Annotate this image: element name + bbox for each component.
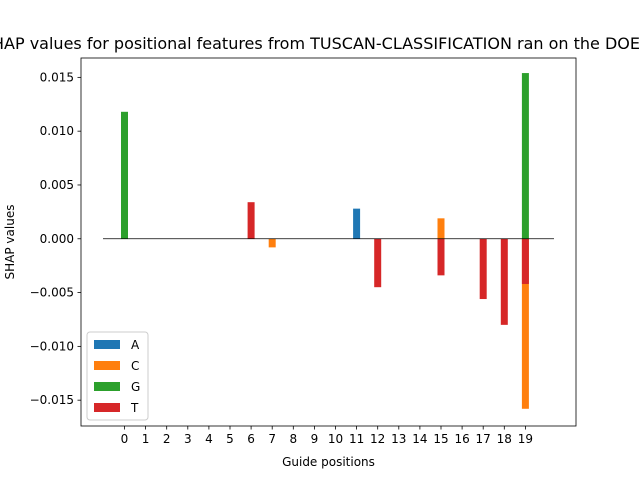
legend-label-G: G	[131, 380, 140, 394]
y-axis-ticks: −0.015 −0.010 −0.005 0.000 0.005 0.010 0.015	[30, 70, 81, 407]
x-tick-label: 3	[184, 432, 192, 446]
x-tick-label: 6	[247, 432, 255, 446]
bar-T-pos-19	[521, 238, 529, 284]
axes-frame	[80, 57, 577, 427]
x-tick-label: 0	[121, 432, 129, 446]
x-tick-label: 19	[518, 432, 533, 446]
bar-T-pos-18	[500, 238, 508, 325]
legend-label-C: C	[131, 359, 139, 373]
bar-C-pos-19	[521, 238, 529, 409]
x-tick-label: 2	[163, 432, 171, 446]
x-tick-label: 18	[497, 432, 512, 446]
legend-box	[86, 331, 149, 421]
bar-G-pos-0	[121, 111, 128, 239]
bar-T-pos-15	[437, 238, 445, 276]
bar-T-pos-6	[247, 202, 255, 239]
y-tick-label: 0.005	[40, 178, 74, 192]
legend-swatch-A	[94, 340, 120, 349]
bar-C-pos-7	[268, 238, 276, 248]
x-tick-label: 1	[142, 432, 150, 446]
x-axis-ticks: 0 1 2 3 4 5 6 7 8 9 10 11 12 13 14 15 16 17 18 19	[121, 426, 533, 446]
bars-group	[121, 73, 529, 409]
x-tick-label: 12	[370, 432, 385, 446]
x-tick-label: 10	[328, 432, 343, 446]
y-tick-label: −0.010	[30, 339, 74, 353]
x-tick-label: 8	[289, 432, 297, 446]
legend-label-A: A	[131, 338, 140, 352]
x-tick-label: 15	[433, 432, 448, 446]
x-tick-label: 4	[205, 432, 213, 446]
x-tick-label: 13	[391, 432, 406, 446]
y-tick-label: 0.000	[40, 232, 74, 246]
y-tick-label: −0.005	[30, 286, 74, 300]
x-tick-label: 11	[349, 432, 364, 446]
chart-title: SHAP values for positional features from…	[0, 34, 640, 53]
x-tick-label: 7	[268, 432, 276, 446]
x-axis-label: Guide positions	[282, 455, 375, 469]
x-tick-label: 9	[311, 432, 319, 446]
x-tick-label: 5	[226, 432, 234, 446]
bar-T-pos-12	[374, 238, 382, 288]
legend-label-T: T	[130, 401, 139, 415]
legend-swatch-T	[94, 403, 120, 412]
bar-A-pos-11	[353, 208, 361, 239]
y-tick-label: −0.015	[30, 393, 74, 407]
bar-T-pos-17	[479, 238, 487, 300]
bar-C-pos-15	[437, 218, 445, 239]
x-tick-label: 17	[476, 432, 491, 446]
y-tick-label: 0.010	[40, 124, 74, 138]
legend-swatch-G	[94, 382, 120, 391]
x-tick-label: 16	[454, 432, 469, 446]
bar-G-pos-19	[521, 73, 529, 239]
y-axis-label: SHAP values	[3, 205, 17, 280]
legend-swatch-C	[94, 361, 120, 370]
y-tick-label: 0.015	[40, 70, 74, 84]
x-tick-label: 14	[412, 432, 427, 446]
